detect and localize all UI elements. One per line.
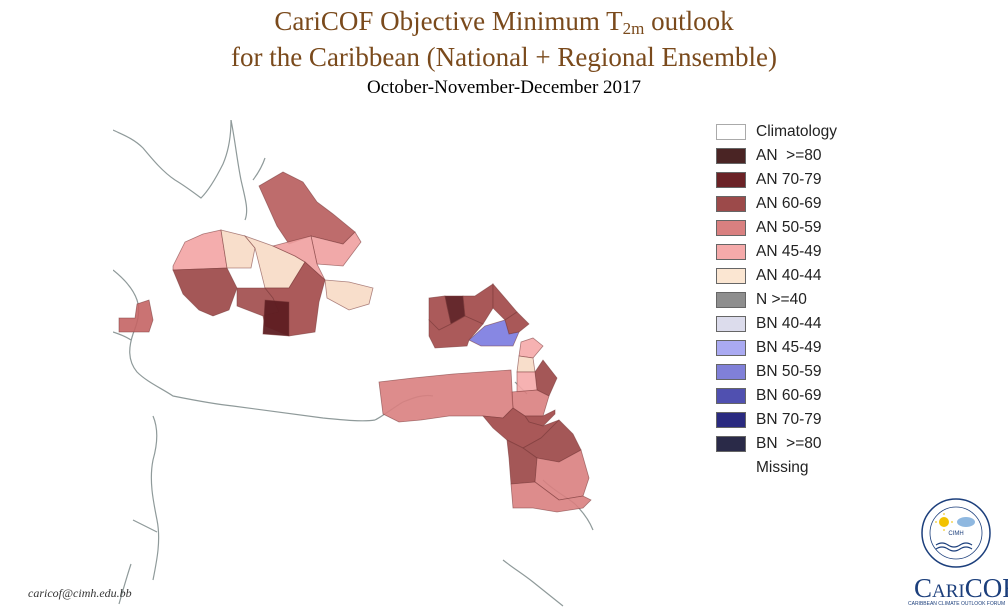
- legend-item: AN 45-49: [716, 242, 886, 266]
- region-cuba-west: [172, 229, 228, 271]
- region-guadeloupe: [468, 319, 520, 347]
- region-st-lucia: [516, 355, 536, 373]
- legend-label: Missing: [756, 459, 809, 476]
- legend-item: AN 70-79: [716, 170, 886, 194]
- legend-item: AN 40-44: [716, 266, 886, 290]
- legend-swatch: [716, 244, 746, 260]
- legend-item: AN 60-69: [716, 194, 886, 218]
- legend-item: AN 50-59: [716, 218, 886, 242]
- legend-label: AN 40-44: [756, 267, 822, 284]
- legend-swatch: [716, 124, 746, 140]
- caricof-wordmark: CARICOF: [914, 573, 1008, 603]
- legend-label: AN 70-79: [756, 171, 822, 188]
- legend-item: N >=40: [716, 290, 886, 314]
- legend-label: AN 60-69: [756, 195, 822, 212]
- region-guyana-north: [482, 407, 560, 449]
- legend-swatch: [716, 196, 746, 212]
- region-haiti-south: [262, 299, 290, 337]
- region-cuba-central: [220, 229, 256, 269]
- map-legend: Climatology AN >=80 AN 70-79 AN 60-69 AN 50-…: [716, 122, 886, 482]
- legend-item: AN >=80: [716, 146, 886, 170]
- svg-text:CIMH: CIMH: [948, 531, 963, 537]
- legend-item: Missing: [716, 458, 886, 482]
- legend-item: BN 70-79: [716, 410, 886, 434]
- map-title: CariCOF Objective Minimum T2m outlook: [274, 6, 734, 38]
- legend-swatch: [716, 220, 746, 236]
- legend-item: BN 45-49: [716, 338, 886, 362]
- legend-item: BN 60-69: [716, 386, 886, 410]
- legend-swatch: [716, 412, 746, 428]
- legend-label: BN 50-59: [756, 363, 822, 380]
- legend-swatch: [716, 268, 746, 284]
- region-bahamas: [258, 171, 356, 245]
- region-dominica-martinique: [518, 337, 544, 359]
- region-st-vincent: [516, 371, 538, 393]
- legend-label: BN 45-49: [756, 339, 822, 356]
- legend-label: N >=40: [756, 291, 807, 308]
- legend-label: BN 40-44: [756, 315, 822, 332]
- legend-item: BN 40-44: [716, 314, 886, 338]
- legend-label: AN >=80: [756, 147, 822, 164]
- region-leeward-3: [428, 315, 484, 349]
- legend-swatch: [716, 316, 746, 332]
- cimh-seal-icon: CIMH: [921, 498, 991, 568]
- legend-label: BN >=80: [756, 435, 822, 452]
- period-label: October-November-December 2017: [366, 77, 642, 98]
- legend-swatch: [716, 436, 746, 452]
- legend-item: Climatology: [716, 122, 886, 146]
- legend-label: AN 45-49: [756, 243, 822, 260]
- legend-swatch: [716, 292, 746, 308]
- caricof-tagline: CARIBBEAN CLIMATE OUTLOOK FORUM: [908, 601, 1006, 607]
- region-guyana-far: [510, 481, 592, 513]
- caribbean-outlook-map: [113, 120, 594, 607]
- outlook-regions: [118, 171, 592, 513]
- caricof-logo: CIMH CARICOF CARIBBEAN CLIMATE OUTLOOK F…: [906, 495, 1008, 612]
- map-title-line2: for the Caribbean (National + Regional E…: [230, 42, 778, 72]
- legend-swatch: [716, 172, 746, 188]
- contact-email: caricof@cimh.edu.bb: [28, 586, 132, 600]
- legend-swatch: [716, 148, 746, 164]
- region-cayman: [172, 267, 238, 317]
- legend-swatch: [716, 364, 746, 380]
- region-dominican-republic: [324, 279, 374, 311]
- legend-label: BN 60-69: [756, 387, 822, 404]
- legend-label: AN 50-59: [756, 219, 822, 236]
- legend-swatch: [716, 388, 746, 404]
- legend-label: Climatology: [756, 123, 837, 140]
- legend-swatch: [716, 340, 746, 356]
- legend-label: BN 70-79: [756, 411, 822, 428]
- region-belize: [118, 299, 154, 333]
- legend-item: BN >=80: [716, 434, 886, 458]
- region-southern-caribbean: [378, 369, 514, 423]
- legend-item: BN 50-59: [716, 362, 886, 386]
